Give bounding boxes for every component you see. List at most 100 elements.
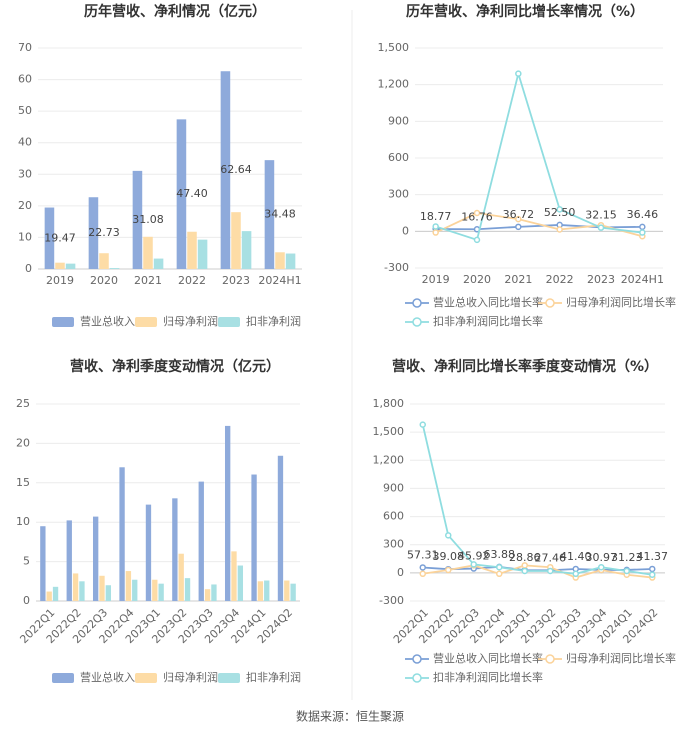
point xyxy=(649,565,656,573)
point xyxy=(419,570,426,578)
point xyxy=(473,236,481,244)
source: 数据来源：恒生聚源 xyxy=(296,709,404,724)
line xyxy=(435,212,643,238)
point xyxy=(515,215,522,223)
bar xyxy=(285,253,296,269)
bar xyxy=(277,455,284,601)
bar xyxy=(79,581,85,601)
legend-label: 归母净利润同比增长率 xyxy=(566,295,676,309)
y-tick-label: 0 xyxy=(397,566,404,579)
y-tick-label: 10 xyxy=(18,230,32,243)
y-tick-label: 600 xyxy=(383,510,404,523)
data-label: 34.48 xyxy=(264,208,296,221)
line xyxy=(422,564,653,579)
data-label: 62.64 xyxy=(220,163,252,176)
data-label: 22.73 xyxy=(88,226,120,239)
legend-label: 营业总收入 xyxy=(80,314,135,328)
legend-swatch xyxy=(412,673,422,683)
legend-swatch xyxy=(218,317,240,327)
legend-label: 归母净利润 xyxy=(163,670,218,684)
line xyxy=(435,70,643,242)
y-tick-label: 10 xyxy=(16,515,30,528)
point xyxy=(432,223,439,230)
y-tick-label: 30 xyxy=(18,167,32,180)
y-tick-label: 20 xyxy=(16,436,30,449)
y-tick-label: 300 xyxy=(383,538,404,551)
bar xyxy=(158,583,164,601)
y-tick-label: 300 xyxy=(388,188,409,201)
bar xyxy=(178,553,184,601)
bar xyxy=(92,516,99,601)
bar xyxy=(143,236,153,269)
bar xyxy=(211,584,217,601)
point xyxy=(496,570,503,578)
bar xyxy=(109,268,120,269)
chart-title: 营收、净利同比增长率季度变动情况（%） xyxy=(392,358,658,375)
bar xyxy=(264,580,270,601)
legend-label: 扣非净利润同比增长率 xyxy=(433,670,543,684)
data-label: 36.46 xyxy=(627,208,659,221)
bar xyxy=(224,425,231,601)
bar xyxy=(172,498,178,601)
legend-swatch xyxy=(52,317,74,327)
data-label: 45.92 xyxy=(458,550,490,563)
bar xyxy=(153,258,164,269)
y-tick-label: 0 xyxy=(23,594,30,607)
bar xyxy=(231,212,241,269)
y-tick-label: -300 xyxy=(379,594,404,607)
y-tick-label: 20 xyxy=(18,199,32,212)
point xyxy=(521,567,528,575)
y-tick-label: 1,800 xyxy=(373,397,405,410)
bar xyxy=(220,71,231,269)
y-tick-label: 0 xyxy=(25,262,32,275)
y-tick-label: 40 xyxy=(18,136,32,149)
point xyxy=(432,229,439,236)
point xyxy=(470,561,477,568)
point xyxy=(598,563,605,571)
bar xyxy=(65,263,76,269)
point xyxy=(547,567,554,575)
legend-label: 归母净利润 xyxy=(163,314,218,328)
x-tick-label: 2024H1 xyxy=(621,273,664,286)
bar xyxy=(237,565,244,601)
bar xyxy=(40,526,46,601)
data-label: 19.47 xyxy=(44,231,76,244)
x-tick-label: 2021 xyxy=(134,274,162,287)
x-tick-label: 2020 xyxy=(463,273,491,286)
point xyxy=(419,421,426,428)
bar xyxy=(44,207,55,269)
bar xyxy=(231,551,237,601)
y-tick-label: 70 xyxy=(18,41,32,54)
bar xyxy=(52,586,59,601)
bar xyxy=(197,239,208,269)
point xyxy=(572,570,579,578)
data-label: 27.46 xyxy=(535,551,567,564)
data-label: 18.77 xyxy=(420,210,452,223)
chart-title: 营收、净利季度变动情况（亿元） xyxy=(70,358,280,375)
bar xyxy=(132,170,143,269)
y-tick-label: 1,500 xyxy=(378,41,410,54)
data-label: 41.37 xyxy=(637,550,669,563)
y-tick-label: 60 xyxy=(18,73,32,86)
x-tick-label: 2024H1 xyxy=(258,274,301,287)
data-label: 30.97 xyxy=(586,551,618,564)
point xyxy=(445,532,452,539)
x-tick-label: 2023 xyxy=(587,273,615,286)
point xyxy=(556,226,563,233)
bar xyxy=(152,579,158,601)
y-tick-label: 0 xyxy=(402,224,409,237)
legend-swatch xyxy=(412,317,422,327)
bar xyxy=(145,504,152,601)
point xyxy=(597,224,605,231)
y-tick-label: 1,200 xyxy=(378,78,410,91)
data-label: 31.23 xyxy=(611,551,643,564)
x-tick-label: 2022 xyxy=(546,273,574,286)
data-label: 16.76 xyxy=(461,210,493,223)
line xyxy=(421,424,653,576)
data-label: 57.31 xyxy=(407,548,439,561)
legend-swatch xyxy=(135,673,157,683)
chart-title: 历年营收、净利情况（亿元） xyxy=(84,3,266,20)
point xyxy=(649,571,656,578)
legend-label: 营业总收入同比增长率 xyxy=(433,651,543,665)
